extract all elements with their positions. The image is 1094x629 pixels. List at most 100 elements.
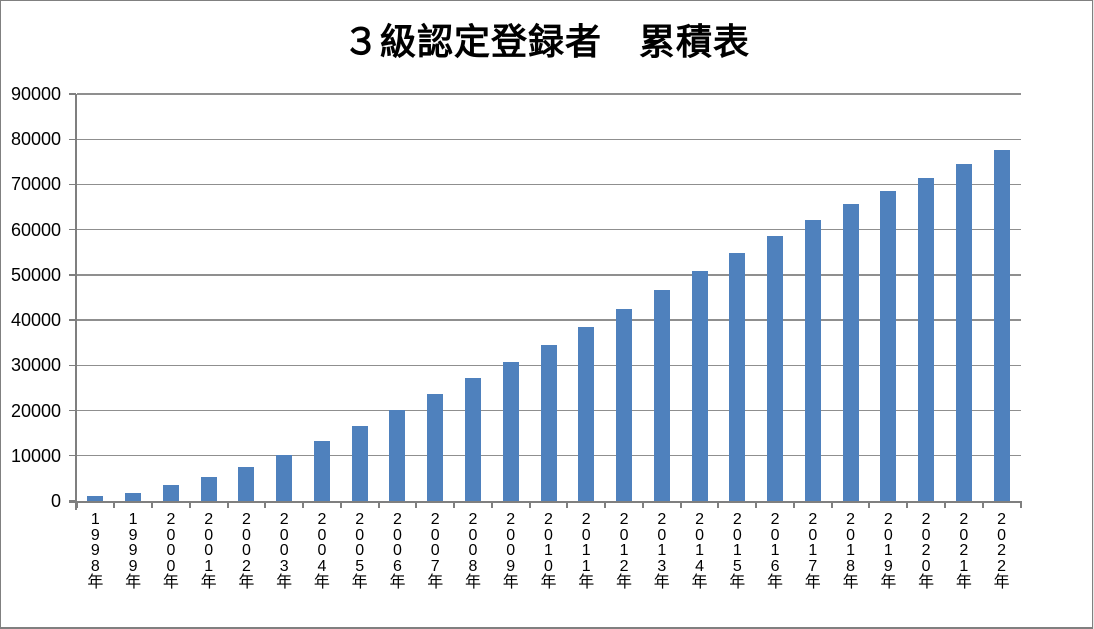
x-tick-label-char: 0 <box>581 526 591 544</box>
y-tick-label: 80000 <box>10 129 61 150</box>
x-tick-label-char: 年 <box>918 573 935 591</box>
x-tick-label-char: 9 <box>506 558 516 576</box>
bar-2011年 <box>578 327 595 501</box>
gridline <box>76 138 1021 140</box>
x-axis-tick <box>264 503 267 508</box>
x-tick-label-char: 9 <box>128 526 138 544</box>
x-tick-label-char: 年 <box>955 573 972 591</box>
bar-2012年 <box>616 309 633 501</box>
bar-2009年 <box>502 361 519 501</box>
x-tick-label-char: 1 <box>732 542 742 560</box>
x-tick-label-char: 1 <box>959 558 969 576</box>
x-tick-label-char: 0 <box>241 526 251 544</box>
bar-2005年 <box>351 426 368 501</box>
y-tick-label: 60000 <box>10 219 61 240</box>
x-tick-label-char: 2 <box>695 511 704 528</box>
x-tick-label-char: 9 <box>90 526 100 544</box>
x-axis-tick <box>717 503 720 508</box>
bar-2007年 <box>427 393 444 501</box>
x-tick-label-char: 3 <box>279 558 289 576</box>
y-tick-label: 30000 <box>10 355 61 376</box>
bar-2016年 <box>767 235 784 501</box>
x-axis-tick <box>453 503 456 508</box>
x-axis-tick <box>226 503 229 508</box>
x-tick-label-char: 2 <box>959 542 969 560</box>
y-axis-tick <box>69 138 76 140</box>
x-tick-label-char: 4 <box>695 558 704 576</box>
x-tick-label-char: 9 <box>883 558 893 576</box>
x-tick-label-char: 7 <box>430 558 440 576</box>
x-tick-label-char: 0 <box>166 542 176 560</box>
x-axis-tick <box>906 503 909 508</box>
x-tick-label-char: 5 <box>732 558 742 576</box>
x-axis-tick <box>528 503 531 508</box>
x-tick-label-char: 年 <box>993 573 1010 591</box>
x-tick-label-char: 年 <box>125 573 142 591</box>
y-axis-tick <box>69 274 76 276</box>
y-tick-label: 40000 <box>10 310 61 331</box>
x-axis-tick <box>415 503 418 508</box>
x-axis-tick <box>981 503 984 508</box>
x-axis-tick <box>188 503 191 508</box>
x-axis-tick <box>868 503 871 508</box>
x-tick-label-char: 0 <box>506 526 516 544</box>
x-tick-label-char: 8 <box>846 558 856 576</box>
x-tick-label-char: 2 <box>997 511 1007 528</box>
x-tick-label-char: 0 <box>506 542 516 560</box>
x-tick-label-char: 1 <box>544 542 553 560</box>
x-tick-label-char: 1 <box>581 558 591 576</box>
x-tick-label-char: 0 <box>619 526 629 544</box>
x-axis-tick <box>339 503 342 508</box>
x-tick-label-char: 0 <box>204 526 214 544</box>
x-axis-tick <box>943 503 946 508</box>
x-tick-label-char: 1 <box>204 558 214 576</box>
x-tick-label-char: 年 <box>729 573 746 591</box>
x-tick-label-char: 6 <box>770 558 780 576</box>
gridline <box>76 93 1021 95</box>
x-tick-label-char: 0 <box>166 558 176 576</box>
x-tick-label-char: 9 <box>128 558 138 576</box>
gridline <box>76 319 1021 321</box>
x-tick-label-char: 2 <box>808 511 818 528</box>
x-tick-label-char: 2 <box>241 558 251 576</box>
y-axis-line <box>75 94 77 510</box>
x-tick-label-char: 年 <box>313 573 330 591</box>
gridline <box>76 228 1021 231</box>
bar-2021年 <box>955 164 972 501</box>
x-tick-label-char: 0 <box>544 526 553 544</box>
gridline <box>76 274 1021 276</box>
bar-1999年 <box>125 492 142 501</box>
x-tick-label-char: 0 <box>355 526 365 544</box>
y-tick-label: 50000 <box>10 264 61 285</box>
x-tick-label-char: 0 <box>921 526 931 544</box>
x-tick-label-char: 1 <box>883 542 893 560</box>
x-axis-tick <box>490 503 493 508</box>
bar-2000年 <box>162 484 179 501</box>
x-axis-tick <box>830 503 833 508</box>
x-axis-tick <box>113 503 116 508</box>
x-tick-label-char: 2 <box>732 511 742 528</box>
x-tick-label-char: 2 <box>279 511 289 528</box>
x-tick-label-char: 2 <box>921 542 931 560</box>
x-tick-label-char: 1 <box>619 542 629 560</box>
bar-2018年 <box>842 203 859 501</box>
x-tick-label-char: 年 <box>691 573 708 591</box>
x-tick-label-char: 2 <box>430 511 440 528</box>
x-tick-label-char: 1 <box>90 511 100 528</box>
x-tick-label-char: 年 <box>238 573 255 591</box>
x-tick-label-char: 0 <box>695 526 704 544</box>
x-tick-label-char: 0 <box>317 526 327 544</box>
x-axis-tick <box>755 503 758 508</box>
x-tick-label-char: 2 <box>959 511 969 528</box>
x-tick-label-char: 年 <box>804 573 821 591</box>
x-tick-label-char: 2 <box>770 511 780 528</box>
x-tick-label-char: 年 <box>162 573 179 591</box>
